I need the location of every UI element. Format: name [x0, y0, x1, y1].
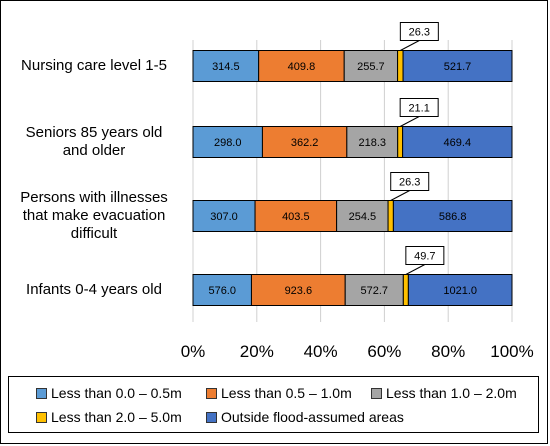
legend-item: Less than 2.0 – 5.0m	[36, 409, 182, 425]
data-label: 21.1	[408, 103, 429, 115]
bar-segment	[397, 126, 404, 158]
bar-segment	[344, 274, 404, 306]
category-label-line: Infants 0-4 years old	[26, 281, 162, 298]
data-label: 362.2	[291, 137, 319, 149]
legend-label: Less than 0.5 – 1.0m	[221, 385, 352, 401]
callout-box	[390, 172, 430, 191]
data-label: 26.3	[399, 177, 420, 189]
legend-item: Less than 1.0 – 2.0m	[371, 385, 517, 401]
callout-box	[399, 98, 439, 117]
bar-segment	[192, 50, 260, 82]
bar-segment	[192, 126, 263, 158]
callout-box	[405, 246, 445, 265]
bar-segment	[261, 126, 348, 158]
data-label: 298.0	[214, 137, 242, 149]
data-label: 254.5	[349, 211, 377, 223]
category-label-line: difficult	[70, 225, 118, 242]
x-tick-label: 60%	[367, 342, 401, 361]
legend: Less than 0.0 – 0.5m Less than 0.5 – 1.0…	[8, 376, 539, 433]
data-label: 572.7	[361, 285, 389, 297]
x-tick-label: 0%	[181, 342, 206, 361]
callout-leader	[390, 190, 410, 201]
category-label-line: Seniors 85 years old	[25, 124, 163, 141]
bar-segment	[402, 50, 513, 82]
bar-segment	[397, 50, 404, 82]
category-label: Infants 0-4 years old	[6, 281, 182, 299]
data-label: 586.8	[439, 211, 467, 223]
data-label: 218.3	[359, 137, 387, 149]
legend-swatch	[206, 387, 217, 399]
legend-swatch	[36, 411, 47, 423]
legend-swatch	[206, 411, 217, 423]
data-label: 255.7	[357, 61, 385, 73]
bar-segment	[402, 274, 409, 306]
x-tick-label: 80%	[431, 342, 465, 361]
x-tick-label: 40%	[304, 342, 338, 361]
data-label: 469.4	[444, 137, 472, 149]
legend-item: Outside flood-assumed areas	[206, 409, 404, 425]
data-label: 409.8	[288, 61, 316, 73]
callout-leader	[405, 264, 426, 275]
data-label: 521.7	[444, 61, 472, 73]
legend-swatch	[371, 387, 382, 399]
bar-segment	[192, 274, 252, 306]
category-label: Nursing care level 1-5	[6, 57, 182, 75]
data-label: 307.0	[210, 211, 238, 223]
category-label-line: and older	[62, 142, 126, 159]
category-label-line: Nursing care level 1-5	[21, 57, 167, 74]
bar-segment	[392, 200, 513, 232]
x-tick-label: 20%	[240, 342, 274, 361]
legend-swatch	[36, 387, 47, 399]
category-label-line: that make evacuation	[22, 207, 166, 224]
bar-segment	[192, 200, 256, 232]
bar-segment	[258, 50, 345, 82]
data-label: 403.5	[282, 211, 310, 223]
data-label: 49.7	[414, 251, 435, 263]
callout-leader	[399, 116, 420, 127]
legend-label: Outside flood-assumed areas	[221, 409, 404, 425]
bar-segment	[407, 274, 513, 306]
data-label: 923.6	[285, 285, 313, 297]
legend-item: Less than 0.5 – 1.0m	[206, 385, 352, 401]
data-label: 26.3	[409, 27, 430, 39]
category-label: Seniors 85 years old and older	[6, 124, 182, 160]
callout-box	[399, 22, 439, 41]
bar-segment	[343, 50, 399, 82]
x-tick-label: 100%	[490, 342, 533, 361]
bar-segment	[402, 126, 513, 158]
data-label: 1021.0	[443, 285, 477, 297]
bar-segment	[250, 274, 346, 306]
bar-segment	[346, 126, 399, 158]
data-label: 576.0	[208, 285, 236, 297]
data-label: 314.5	[212, 61, 240, 73]
callout-leader	[400, 40, 420, 51]
bar-segment	[387, 200, 394, 232]
legend-label: Less than 1.0 – 2.0m	[386, 385, 517, 401]
category-label: Persons with illnesses that make evacuat…	[6, 189, 182, 243]
legend-label: Less than 0.0 – 0.5m	[51, 385, 182, 401]
legend-label: Less than 2.0 – 5.0m	[51, 409, 182, 425]
bar-segment	[336, 200, 389, 232]
category-label-line: Persons with illnesses	[20, 189, 168, 206]
legend-item: Less than 0.0 – 0.5m	[36, 385, 182, 401]
bar-segment	[254, 200, 338, 232]
